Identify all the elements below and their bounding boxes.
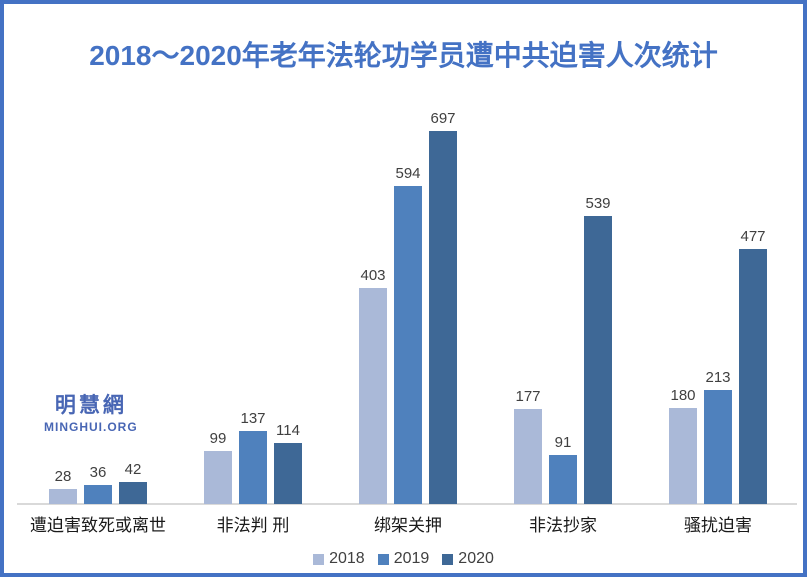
bar-2018-cat3: [359, 288, 387, 504]
category-label: 遭迫害致死或离世: [30, 516, 166, 535]
bar-value-label: 42: [124, 461, 142, 478]
bar-value-label: 91: [554, 434, 572, 451]
chart-title: 2018～2020年老年法轮功学员遭中共迫害人次统计: [89, 40, 718, 71]
legend-item-2018: 2018: [313, 550, 365, 568]
legend-swatch-2019: [377, 553, 389, 565]
bar-value-label: 477: [740, 228, 766, 245]
bar-value-label: 213: [705, 369, 731, 386]
bar-2019-cat1: [84, 485, 112, 504]
legend-label-2019: 2019: [393, 550, 430, 567]
legend-item-2020: 2020: [442, 550, 494, 568]
chart-legend: 2018 2019 2020: [4, 550, 803, 568]
bar-value-label: 28: [54, 468, 72, 485]
bar-value-label: 36: [89, 464, 107, 481]
category-label: 非法抄家: [529, 516, 597, 535]
bar-2018-cat5: [669, 408, 697, 504]
bar-value-label: 177: [515, 388, 541, 405]
bar-2020-cat3: [429, 131, 457, 504]
bar-value-label: 99: [209, 430, 227, 447]
bar-2019-cat3: [394, 186, 422, 504]
bar-2020-cat2: [274, 443, 302, 504]
legend-swatch-2018: [313, 553, 325, 565]
bar-2020-cat4: [584, 216, 612, 504]
bar-value-label: 180: [670, 387, 696, 404]
x-axis-line: [17, 503, 797, 505]
bar-2019-cat2: [239, 431, 267, 504]
plot-area: 28 36 42 遭迫害致死或离世 99 137 114 非法判 刑 403 594 697 绑架关押…: [4, 4, 803, 573]
bar-value-label: 697: [430, 110, 456, 127]
category-label: 绑架关押: [374, 516, 442, 535]
legend-item-2019: 2019: [377, 550, 430, 568]
minghui-logo-url: MINGHUI.ORG: [44, 420, 138, 434]
minghui-logo: 明慧網 MINGHUI.ORG: [44, 395, 138, 433]
bar-value-label: 137: [240, 410, 266, 427]
bar-value-label: 594: [395, 165, 421, 182]
bar-value-label: 539: [585, 195, 611, 212]
legend-label-2018: 2018: [329, 550, 365, 567]
bar-2019-cat4: [549, 455, 577, 504]
minghui-logo-chinese: 明慧網: [54, 394, 127, 417]
category-label: 非法判 刑: [216, 516, 290, 535]
bar-value-label: 403: [360, 267, 386, 284]
bar-value-label: 114: [276, 422, 300, 439]
bar-2018-cat4: [514, 409, 542, 504]
bar-2020-cat1: [119, 482, 147, 504]
legend-swatch-2020: [442, 553, 454, 565]
bar-2020-cat5: [739, 249, 767, 504]
bar-2019-cat5: [704, 390, 732, 504]
bar-2018-cat2: [204, 451, 232, 504]
category-label: 骚扰迫害: [684, 516, 752, 535]
legend-label-2020: 2020: [458, 550, 494, 567]
bar-2018-cat1: [49, 489, 77, 504]
